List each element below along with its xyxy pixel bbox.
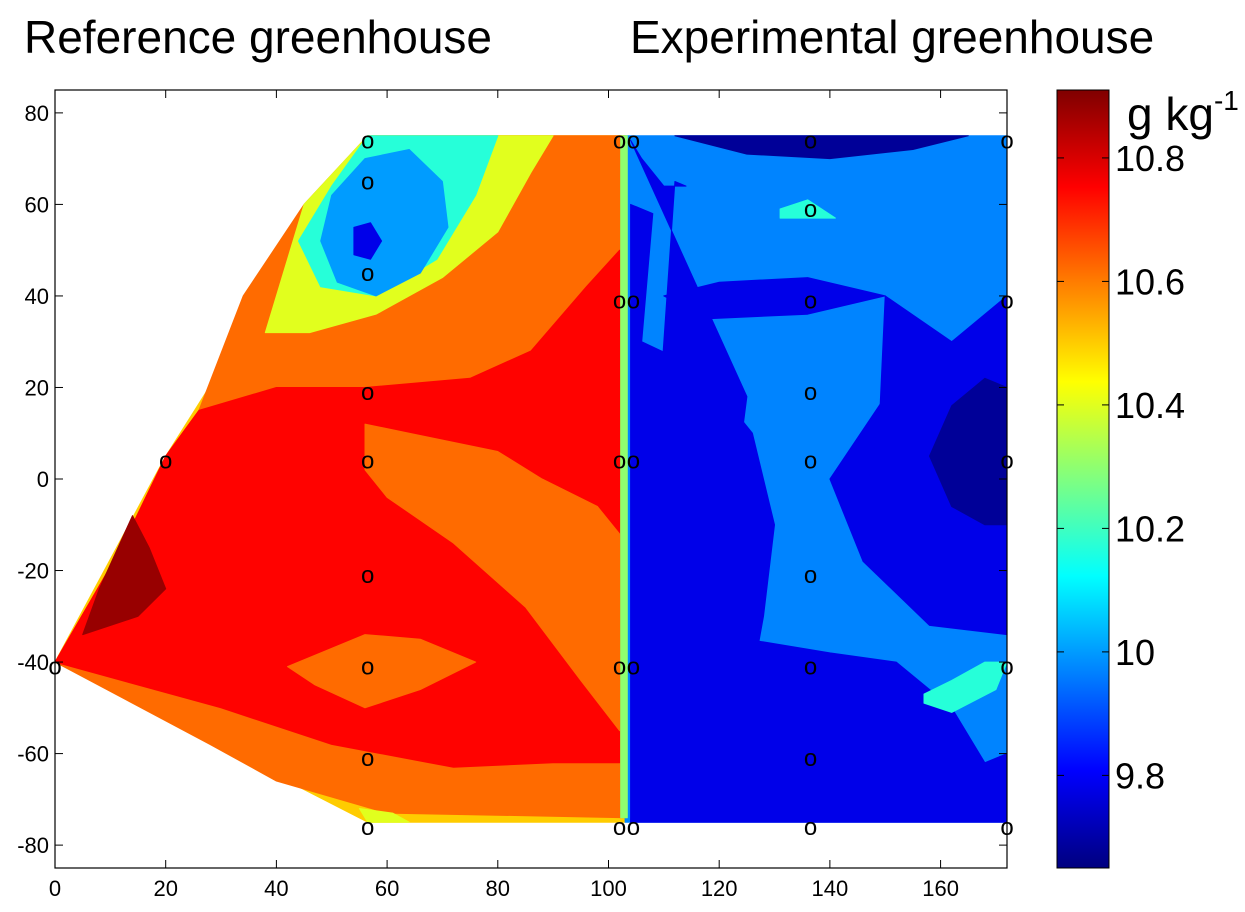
measurement-point: o (361, 379, 374, 406)
measurement-point: o (613, 654, 626, 681)
region-ref-blue-top (320, 149, 449, 297)
measurement-point: o (804, 745, 817, 772)
measurement-point: o (804, 127, 817, 154)
measurement-point: o (613, 814, 626, 841)
region-ref-navy-spot (353, 222, 383, 260)
region-ref-orange-mid (364, 423, 621, 732)
measurement-point: o (627, 448, 640, 475)
region-exp-cyan-spot (779, 199, 836, 219)
measurement-point: o (361, 260, 374, 287)
region-ref-darkred-corner (82, 515, 167, 636)
y-tick-label: 0 (37, 467, 49, 492)
measurement-point: o (613, 127, 626, 154)
measurement-point: o (627, 288, 640, 315)
x-tick-label: 60 (375, 876, 399, 901)
colorbar-gradient (1056, 89, 1110, 869)
colorbar-tick-label: 10.8 (1115, 138, 1185, 179)
y-tick-label: -60 (17, 742, 49, 767)
measurement-point: o (804, 196, 817, 223)
x-tick-label: 100 (590, 876, 627, 901)
measurement-point: o (361, 654, 374, 681)
region-ref-red (55, 249, 621, 768)
x-tick-label: 160 (922, 876, 959, 901)
region-ref-orange-oval (287, 634, 477, 709)
y-tick-label: -40 (17, 650, 49, 675)
measurement-point: o (804, 562, 817, 589)
x-tick-label: 140 (812, 876, 849, 901)
colorbar-tick-label: 9.8 (1115, 755, 1165, 796)
x-tick-label: 80 (486, 876, 510, 901)
colorbar-tick-label: 10.6 (1115, 261, 1185, 302)
colorbar-unit-base: g kg (1127, 88, 1214, 140)
y-tick-label: 60 (25, 192, 49, 217)
colorbar-tick-label: 10.4 (1115, 385, 1185, 426)
region-exp-navy-top (674, 135, 969, 160)
title-reference-greenhouse: Reference greenhouse (24, 11, 492, 63)
x-tick-label: 0 (49, 876, 61, 901)
y-tick-label: -80 (17, 833, 49, 858)
measurement-point: o (159, 448, 172, 475)
region-ref-yellow-bottom (358, 808, 410, 823)
colorbar-unit-superscript: -1 (1214, 85, 1239, 116)
measurement-point: o (627, 127, 640, 154)
measurement-point: o (361, 169, 374, 196)
x-tick-label: 20 (153, 876, 177, 901)
measurement-point: o (804, 814, 817, 841)
measurement-point: o (804, 654, 817, 681)
y-tick-label: 20 (25, 375, 49, 400)
title-experimental-greenhouse: Experimental greenhouse (630, 11, 1155, 63)
measurement-point: o (613, 448, 626, 475)
y-axis: 80 60 40 20 0 -20 -40 -60 -80 (17, 101, 1007, 858)
measurement-point: o (361, 448, 374, 475)
measurement-point: o (804, 448, 817, 475)
measurement-point: o (361, 562, 374, 589)
measurement-point: o (804, 379, 817, 406)
x-tick-label: 120 (701, 876, 738, 901)
region-interface-strip (620, 135, 628, 819)
x-axis: 0 20 40 60 80 100 120 140 160 (49, 90, 959, 901)
colorbar-unit-label: g kg-1 (1127, 85, 1239, 140)
measurement-point: o (613, 288, 626, 315)
colorbar-tick-label: 10.2 (1115, 508, 1185, 549)
region-exp-blue-left-strip (630, 203, 775, 823)
y-tick-label: 40 (25, 284, 49, 309)
y-tick-label: -20 (17, 559, 49, 584)
region-exp-cyan-right (923, 661, 1007, 713)
measurement-point: o (627, 814, 640, 841)
contour-regions (55, 135, 1007, 823)
measurement-point: o (361, 127, 374, 154)
measurement-point: o (627, 654, 640, 681)
measurement-point: o (804, 288, 817, 315)
x-tick-label: 40 (264, 876, 288, 901)
y-tick-label: 80 (25, 101, 49, 126)
measurement-point: o (361, 814, 374, 841)
colorbar-tick-label: 10 (1115, 632, 1155, 673)
colorbar: g kg-1 10.8 10.6 10.4 10.2 10 9.8 (1056, 85, 1239, 869)
region-exp-navy-right (929, 377, 1007, 526)
measurement-point: o (361, 745, 374, 772)
